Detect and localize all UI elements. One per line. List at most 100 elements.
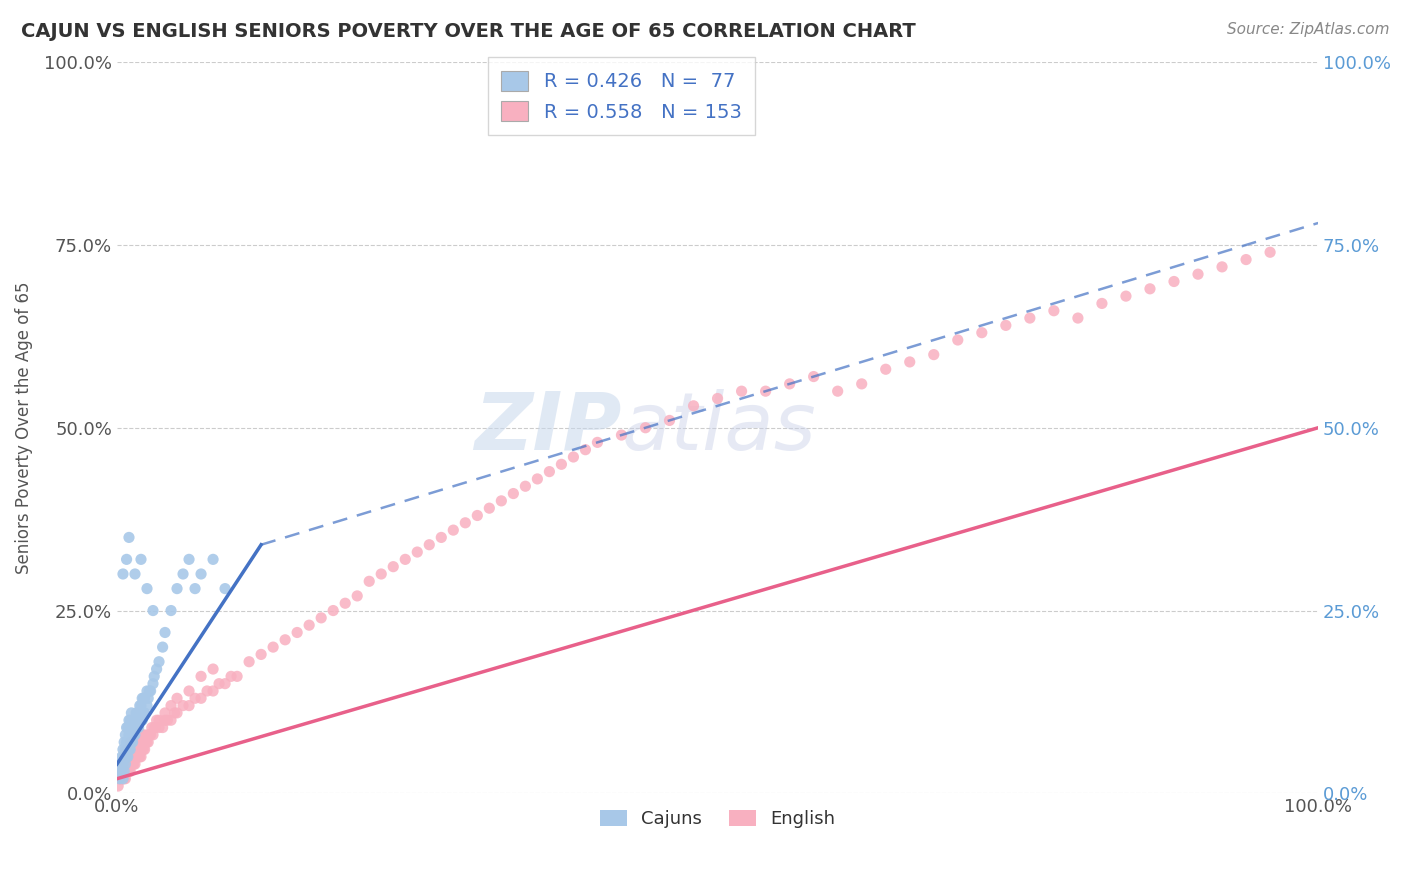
Point bbox=[145, 662, 167, 676]
Point bbox=[120, 742, 142, 756]
Point bbox=[120, 742, 142, 756]
Point bbox=[177, 552, 200, 566]
Point bbox=[285, 625, 308, 640]
Point bbox=[586, 435, 609, 450]
Point bbox=[465, 508, 488, 523]
Point bbox=[111, 566, 134, 581]
Point bbox=[111, 772, 134, 786]
Point bbox=[143, 669, 166, 683]
Point bbox=[184, 691, 207, 706]
Point bbox=[163, 706, 186, 720]
Point bbox=[128, 735, 150, 749]
Point bbox=[430, 530, 453, 544]
Point bbox=[118, 728, 141, 742]
Point bbox=[382, 559, 405, 574]
Point bbox=[134, 735, 156, 749]
Point bbox=[1163, 275, 1185, 289]
Point bbox=[274, 632, 297, 647]
Text: CAJUN VS ENGLISH SENIORS POVERTY OVER THE AGE OF 65 CORRELATION CHART: CAJUN VS ENGLISH SENIORS POVERTY OVER TH… bbox=[21, 22, 915, 41]
Point bbox=[148, 713, 170, 727]
Point bbox=[114, 772, 136, 786]
Point bbox=[121, 742, 143, 756]
Point bbox=[125, 706, 148, 720]
Point bbox=[827, 384, 849, 399]
Point bbox=[118, 764, 141, 779]
Point bbox=[208, 676, 231, 690]
Point bbox=[779, 376, 801, 391]
Point bbox=[128, 706, 150, 720]
Point bbox=[202, 662, 225, 676]
Point bbox=[120, 713, 142, 727]
Point bbox=[190, 691, 212, 706]
Point bbox=[706, 392, 728, 406]
Point bbox=[142, 676, 165, 690]
Point bbox=[115, 552, 138, 566]
Point bbox=[128, 721, 150, 735]
Point bbox=[111, 772, 134, 786]
Point bbox=[132, 742, 155, 756]
Point bbox=[138, 684, 160, 698]
Point bbox=[128, 742, 150, 756]
Point bbox=[136, 691, 159, 706]
Point bbox=[129, 552, 152, 566]
Point bbox=[922, 348, 945, 362]
Point bbox=[970, 326, 993, 340]
Point bbox=[127, 749, 149, 764]
Point bbox=[117, 735, 139, 749]
Point bbox=[418, 538, 440, 552]
Point bbox=[550, 458, 572, 472]
Point bbox=[226, 669, 249, 683]
Point bbox=[441, 523, 464, 537]
Point bbox=[574, 442, 596, 457]
Point bbox=[128, 749, 150, 764]
Text: Source: ZipAtlas.com: Source: ZipAtlas.com bbox=[1226, 22, 1389, 37]
Point bbox=[124, 742, 146, 756]
Point bbox=[875, 362, 897, 376]
Point bbox=[134, 742, 156, 756]
Point bbox=[1018, 311, 1040, 326]
Point bbox=[118, 742, 141, 756]
Point bbox=[148, 655, 170, 669]
Point bbox=[370, 566, 392, 581]
Point bbox=[115, 749, 138, 764]
Point bbox=[148, 721, 170, 735]
Text: ZIP: ZIP bbox=[474, 389, 621, 467]
Point bbox=[682, 399, 704, 413]
Point bbox=[262, 640, 284, 654]
Point bbox=[120, 728, 142, 742]
Point bbox=[153, 625, 176, 640]
Point bbox=[117, 742, 139, 756]
Point bbox=[1043, 303, 1066, 318]
Point bbox=[166, 691, 188, 706]
Point bbox=[195, 684, 218, 698]
Point bbox=[132, 691, 155, 706]
Point bbox=[562, 450, 585, 464]
Point bbox=[124, 728, 146, 742]
Point bbox=[118, 749, 141, 764]
Point bbox=[160, 713, 183, 727]
Point bbox=[152, 640, 174, 654]
Point bbox=[298, 618, 321, 632]
Point bbox=[1115, 289, 1137, 303]
Point bbox=[250, 648, 273, 662]
Point bbox=[120, 735, 142, 749]
Y-axis label: Seniors Poverty Over the Age of 65: Seniors Poverty Over the Age of 65 bbox=[15, 282, 32, 574]
Point bbox=[131, 728, 153, 742]
Point bbox=[115, 764, 138, 779]
Point bbox=[122, 742, 145, 756]
Point bbox=[491, 494, 513, 508]
Point bbox=[139, 728, 162, 742]
Point bbox=[131, 713, 153, 727]
Point bbox=[111, 764, 134, 779]
Point bbox=[122, 728, 145, 742]
Point bbox=[145, 721, 167, 735]
Point bbox=[110, 757, 132, 772]
Point bbox=[108, 764, 131, 779]
Point bbox=[538, 465, 561, 479]
Point bbox=[110, 764, 132, 779]
Point bbox=[946, 333, 969, 347]
Point bbox=[138, 728, 160, 742]
Point bbox=[115, 721, 138, 735]
Point bbox=[136, 684, 159, 698]
Point bbox=[851, 376, 873, 391]
